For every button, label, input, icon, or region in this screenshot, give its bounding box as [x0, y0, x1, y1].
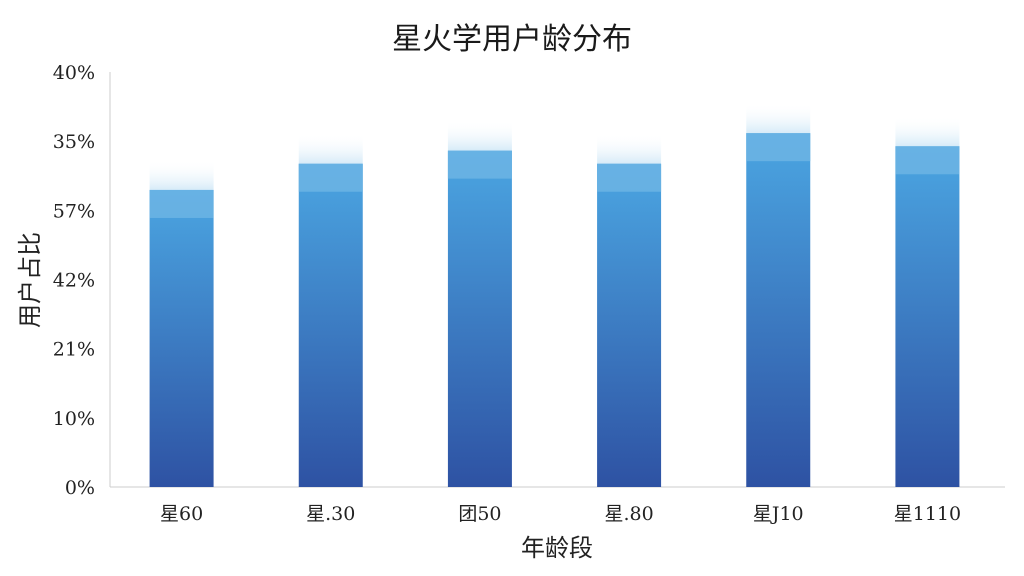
y-tick-label: 35%: [53, 131, 95, 153]
y-tick-label: 42%: [53, 270, 95, 292]
chart-title: 星火学用户龄分布: [392, 22, 632, 57]
bar-group: [447, 120, 512, 487]
x-tick-label: 团50: [458, 503, 501, 525]
y-tick-label: 57%: [53, 200, 95, 222]
bar: [597, 163, 662, 487]
y-tick-label: 10%: [53, 408, 95, 430]
y-tick-label: 21%: [53, 339, 95, 361]
bar-halo: [597, 133, 662, 164]
bar-cap: [597, 163, 662, 192]
bar-halo: [895, 116, 960, 147]
x-tick-label: 星1110: [894, 503, 961, 525]
x-tick-label: 星J10: [753, 503, 804, 525]
bar-halo: [298, 133, 363, 164]
y-axis-title: 用户占比: [16, 232, 44, 328]
x-axis-title: 年龄段: [521, 534, 593, 562]
x-tick-label: 星.30: [306, 503, 355, 525]
bar-group: [746, 103, 811, 487]
bar: [149, 189, 214, 487]
bar: [447, 150, 512, 487]
bar-group: [895, 116, 960, 487]
bar-cap: [895, 146, 960, 175]
x-tick-label: 星.80: [604, 503, 653, 525]
bar-halo: [447, 120, 512, 151]
axes: [109, 72, 1005, 488]
bar: [298, 163, 363, 487]
y-tick-label: 0%: [65, 477, 95, 499]
bar-group: [298, 133, 363, 487]
bar-cap: [298, 163, 363, 192]
bar-group: [597, 133, 662, 487]
bars: [149, 103, 960, 487]
x-tick-labels: 星60 星.30 团50 星.80 星J10 星1110: [160, 503, 961, 525]
bar-halo: [746, 103, 811, 134]
bar: [895, 146, 960, 487]
bar-group: [149, 159, 214, 487]
bar: [746, 133, 811, 487]
y-tick-labels: 0% 10% 21% 42% 57% 35% 40%: [53, 62, 95, 499]
y-tick-label: 40%: [53, 62, 95, 84]
bar-cap: [447, 150, 512, 179]
bar-cap: [149, 189, 214, 218]
x-tick-label: 星60: [160, 503, 203, 525]
bar-halo: [149, 159, 214, 190]
bar-cap: [746, 133, 811, 162]
